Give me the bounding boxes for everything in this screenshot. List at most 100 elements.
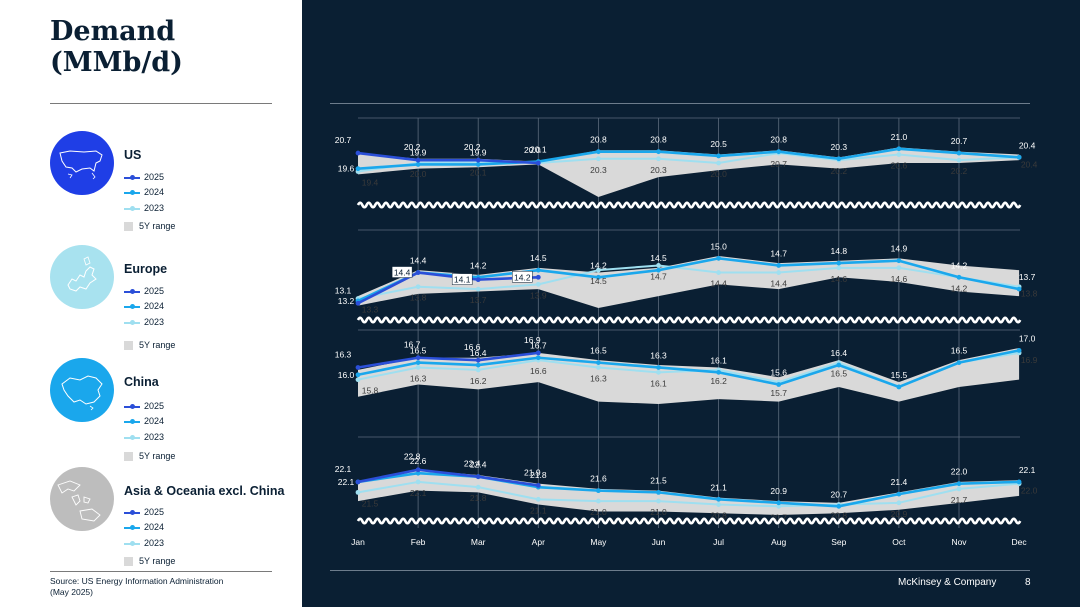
label-2024-china-oct: 15.5	[891, 370, 908, 380]
region-name-china: China	[124, 375, 159, 389]
label-2024-europe-apr: 14.5	[530, 253, 547, 263]
label-2025-europe-jan: 13.1	[335, 285, 352, 295]
label-2023-china-apr: 16.6	[530, 366, 547, 376]
label-2023-europe-sep: 14.6	[831, 274, 848, 284]
point-2025-china-mar	[475, 357, 481, 363]
label-2023-us-jul: 20.0	[710, 169, 727, 179]
label-2024-europe-sep: 14.8	[831, 246, 848, 256]
legend-5y-range: 5Y range	[124, 221, 175, 232]
legend-2025: 2025	[124, 172, 164, 182]
label-2024-china-sep: 16.4	[831, 348, 848, 358]
point-2023-china-may	[596, 365, 601, 370]
legend-5y-range: 5Y range	[124, 340, 175, 351]
left-panel: Demand (MMb/d) US 2025 2024 2023 5Y rang…	[0, 0, 302, 607]
label-2024-us-sep: 20.3	[831, 142, 848, 152]
point-2024-europe-jul	[716, 255, 721, 261]
label-2023-us-nov: 20.2	[951, 166, 968, 176]
month-label-feb: Feb	[411, 537, 426, 547]
label-2024-us-jan: 19.6	[338, 164, 355, 174]
month-label-dec: Dec	[1012, 537, 1028, 547]
month-label-may: May	[590, 537, 607, 547]
label-2023-china-mar: 16.2	[470, 376, 487, 386]
legend-2024: 2024	[124, 187, 164, 197]
point-2024-asia-oceania-excl-china-dec	[1016, 479, 1022, 485]
point-2023-asia-oceania-excl-china-jul	[716, 502, 721, 507]
point-2023-us-jun	[656, 156, 661, 162]
point-2023-asia-oceania-excl-china-feb	[415, 479, 421, 485]
legend-2023: 2023	[124, 538, 164, 548]
series-line-2023-asia-oceania-excl-china	[357, 480, 1020, 508]
point-2023-asia-oceania-excl-china-may	[596, 498, 601, 504]
label-2024-us-nov: 20.7	[951, 136, 968, 146]
legend-2025: 2025	[124, 286, 164, 296]
label-2023-asia-oceania-excl-china-may: 21.0	[590, 507, 607, 517]
label-2023-europe-jul: 14.4	[710, 279, 727, 289]
point-2025-asia-oceania-excl-china-jan	[355, 479, 361, 485]
label-2025-asia-oceania-excl-china-feb: 22.8	[404, 452, 421, 462]
label-2024-us-dec: 20.4	[1019, 140, 1036, 150]
label-2023-europe-feb: 13.8	[410, 293, 427, 303]
brand-name: McKinsey & Company	[898, 577, 997, 588]
point-2024-china-sep	[836, 362, 842, 368]
chart-top-rule	[330, 103, 1030, 104]
label-2024-us-apr: 20.1	[530, 145, 547, 155]
month-label-aug: Aug	[771, 537, 786, 547]
label-2025-china-feb: 16.7	[404, 340, 421, 350]
label-2024-europe-feb: 14.4	[410, 256, 427, 266]
label-2023-china-sep: 16.5	[831, 369, 848, 379]
label-2023-europe-apr: 13.9	[530, 290, 547, 300]
month-label-nov: Nov	[951, 537, 967, 547]
legend-2025: 2025	[124, 401, 164, 411]
legend-2024: 2024	[124, 416, 164, 426]
label-2024-europe-aug: 14.7	[770, 248, 787, 258]
label-2025-china-mar: 16.6	[464, 342, 481, 352]
point-2023-asia-oceania-excl-china-jun	[656, 498, 661, 504]
page-number: 8	[1025, 577, 1031, 588]
label-2023-us-feb: 20.0	[410, 169, 427, 179]
source-note: Source: US Energy Information Administra…	[50, 576, 290, 598]
point-2025-europe-feb	[415, 270, 421, 275]
point-2023-china-feb	[415, 365, 421, 370]
point-2025-china-feb	[415, 355, 421, 361]
label-2024-us-oct: 21.0	[891, 132, 908, 142]
label-2023-europe-mar: 13.7	[470, 295, 487, 305]
label-2023-us-oct: 20.6	[891, 161, 908, 171]
label-2025-china-jan: 16.3	[335, 349, 352, 359]
label-2024-china-dec: 17.0	[1019, 333, 1036, 343]
asia-oceania-map-icon	[50, 467, 114, 531]
label-2025-us-jan: 20.7	[335, 135, 352, 145]
point-2024-us-jan	[355, 166, 361, 172]
point-2024-asia-oceania-excl-china-jul	[716, 496, 721, 502]
point-2023-china-jun	[656, 369, 661, 375]
point-2024-asia-oceania-excl-china-oct	[896, 491, 902, 497]
point-2024-europe-jun	[656, 267, 661, 273]
label-2024-asia-oceania-excl-china-jan: 22.1	[338, 477, 355, 487]
point-2024-us-jun	[656, 149, 661, 155]
series-line-2025-asia-oceania-excl-china	[357, 468, 539, 487]
label-2023-europe-dec: 13.8	[1021, 289, 1038, 299]
point-2023-us-nov	[956, 157, 962, 163]
europe-map-icon	[50, 245, 114, 309]
point-2023-asia-oceania-excl-china-oct	[896, 500, 902, 506]
series-line-2025-europe	[357, 271, 539, 305]
label-2023-asia-oceania-excl-china-sep: 20.8	[831, 511, 848, 521]
label-2023-asia-oceania-excl-china-feb: 22.1	[410, 488, 427, 498]
axis-break-us	[356, 201, 1022, 209]
label-2025-asia-oceania-excl-china-jan: 22.1	[335, 464, 352, 474]
point-2023-asia-oceania-excl-china-jan	[355, 489, 361, 495]
region-legend-us: US 2025 2024 2023 5Y range	[50, 131, 290, 232]
point-2024-asia-oceania-excl-china-nov	[956, 481, 962, 487]
label-2024-china-jun: 16.3	[650, 350, 667, 360]
label-2025-asia-oceania-excl-china-mar: 22.4	[464, 459, 481, 469]
point-2023-us-jul	[716, 160, 721, 166]
label-2024-asia-oceania-excl-china-feb: 22.6	[410, 456, 427, 466]
point-2024-china-nov	[956, 360, 962, 366]
label-2023-asia-oceania-excl-china-apr: 21.1	[530, 505, 547, 515]
point-2023-europe-sep	[836, 265, 842, 271]
label-2024-asia-oceania-excl-china-mar: 22.4	[470, 460, 487, 470]
label-2023-europe-jan: 13.3	[362, 305, 379, 315]
label-2024-china-jul: 16.1	[710, 355, 727, 365]
label-2023-europe-nov: 14.2	[951, 283, 968, 293]
title-divider	[50, 103, 272, 104]
series-line-2023-us	[357, 152, 1020, 173]
